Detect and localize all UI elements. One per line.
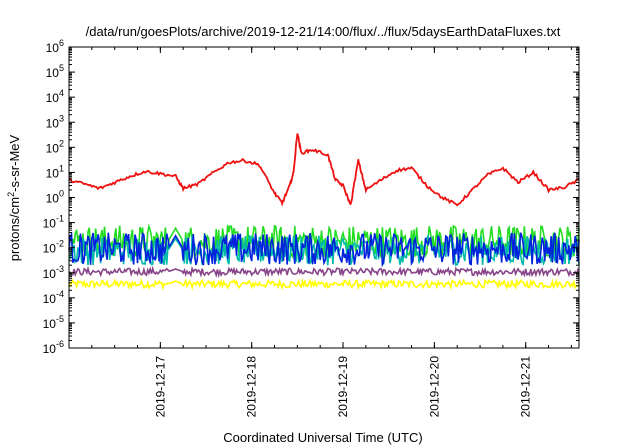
y-tick-label-exp: 5 xyxy=(59,63,64,73)
y-tick-label-exp: 4 xyxy=(59,88,64,98)
x-axis: 2019-12-17 2019-12-18 2019-12-19 2019-12-20… xyxy=(91,47,572,418)
y-tick-label: 10-6 xyxy=(43,339,64,356)
y-tick-label-exp: 2 xyxy=(59,138,64,148)
y-tick-label-base: 10 xyxy=(46,91,60,105)
series-line xyxy=(68,231,580,268)
y-axis-title-rest: -s-sr-MeV xyxy=(7,134,22,191)
y-tick-label-exp: 0 xyxy=(59,189,64,199)
series-line xyxy=(68,277,580,291)
y-tick-label-base: 10 xyxy=(46,141,60,155)
x-tick-label: 2019-12-19 xyxy=(336,356,350,418)
y-axis-title: protons/cm2-s-sr-MeV xyxy=(6,134,22,261)
y-tick-label: 104 xyxy=(46,88,64,105)
y-tick-label-exp: -2 xyxy=(56,239,64,249)
x-axis-title: Coordinated Universal Time (UTC) xyxy=(223,430,422,445)
series-line xyxy=(68,223,580,261)
chart-title: /data/run/goesPlots/archive/2019-12-21/1… xyxy=(86,24,561,39)
y-tick-label: 101 xyxy=(46,163,64,180)
y-tick-label-exp: 1 xyxy=(59,163,64,173)
series-layer xyxy=(68,133,580,291)
y-tick-label: 103 xyxy=(46,113,64,130)
y-tick-label-base: 10 xyxy=(43,242,57,256)
y-tick-label: 102 xyxy=(46,138,64,155)
y-tick-label: 105 xyxy=(46,63,64,80)
y-tick-label: 10-2 xyxy=(43,239,64,256)
series-line xyxy=(68,233,580,267)
y-tick-label-base: 10 xyxy=(46,116,60,130)
y-tick-label-base: 10 xyxy=(43,342,57,356)
y-axis-title-sup: 2 xyxy=(6,192,16,197)
y-axis: 10-610-510-410-310-210-11001011021031041… xyxy=(43,38,579,356)
y-tick-label: 10-5 xyxy=(43,314,64,331)
y-tick-label-exp: 3 xyxy=(59,113,64,123)
x-tick-label: 2019-12-17 xyxy=(153,356,167,418)
y-tick-label-base: 10 xyxy=(46,66,60,80)
x-tick-label: 2019-12-18 xyxy=(245,356,259,418)
y-tick-label: 10-1 xyxy=(43,214,64,231)
y-tick-label-exp: -3 xyxy=(56,264,64,274)
y-tick-label-exp: -6 xyxy=(56,339,64,349)
y-tick-label: 106 xyxy=(46,38,64,55)
y-tick-label: 10-4 xyxy=(43,289,64,306)
y-tick-label-exp: 6 xyxy=(59,38,64,48)
x-tick-label: 2019-12-20 xyxy=(427,356,441,418)
series-line xyxy=(69,265,580,279)
series-line xyxy=(69,133,580,207)
y-tick-label-exp: -4 xyxy=(56,289,64,299)
y-tick-label-base: 10 xyxy=(46,41,60,55)
y-tick-label-exp: -5 xyxy=(56,314,64,324)
y-tick-label-base: 10 xyxy=(43,267,57,281)
y-tick-label-base: 10 xyxy=(43,217,57,231)
y-tick-label-base: 10 xyxy=(43,317,57,331)
x-tick-label: 2019-12-21 xyxy=(519,356,533,418)
y-tick-label-base: 10 xyxy=(46,192,60,206)
y-tick-label-exp: -1 xyxy=(56,214,64,224)
y-axis-title-base: protons/cm xyxy=(7,197,22,261)
y-tick-label: 100 xyxy=(46,189,64,206)
y-tick-label-base: 10 xyxy=(43,292,57,306)
y-tick-label-base: 10 xyxy=(46,166,60,180)
y-tick-label: 10-3 xyxy=(43,264,64,281)
